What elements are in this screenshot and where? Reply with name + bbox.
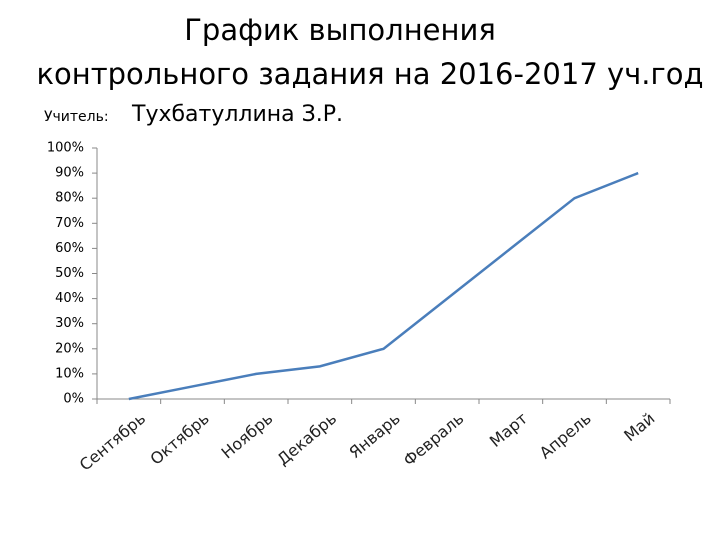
x-tick-label: Март bbox=[486, 409, 531, 451]
x-tick-label: Сентябрь bbox=[76, 409, 149, 475]
y-tick-label: 20% bbox=[55, 341, 84, 356]
x-tick-label: Январь bbox=[345, 409, 403, 462]
y-tick-label: 80% bbox=[55, 191, 84, 206]
teacher-name: Тухбатуллина З.Р. bbox=[131, 102, 343, 127]
y-tick-label: 70% bbox=[55, 216, 84, 231]
x-tick-label: Октябрь bbox=[146, 409, 212, 469]
chart-title-line: График выполнения bbox=[184, 13, 496, 47]
y-tick-label: 50% bbox=[55, 266, 84, 281]
y-tick-label: 90% bbox=[55, 166, 84, 181]
y-tick-label: 100% bbox=[47, 141, 84, 156]
x-tick-label: Ноябрь bbox=[218, 409, 277, 463]
teacher-label: Учитель: bbox=[44, 109, 109, 125]
y-tick-label: 60% bbox=[55, 241, 84, 256]
y-tick-label: 30% bbox=[55, 316, 84, 331]
x-tick-label: Апрель bbox=[536, 409, 595, 463]
x-tick-label: Декабрь bbox=[273, 409, 340, 469]
y-tick-label: 0% bbox=[63, 392, 84, 407]
x-tick-label: Февраль bbox=[400, 409, 468, 470]
line bbox=[128, 171, 639, 401]
y-tick-label: 40% bbox=[55, 291, 84, 306]
x-tick-label: Май bbox=[620, 409, 658, 445]
chart-title-line: контрольного задания на 2016-2017 уч.год bbox=[36, 57, 703, 91]
y-tick-label: 10% bbox=[55, 366, 84, 381]
